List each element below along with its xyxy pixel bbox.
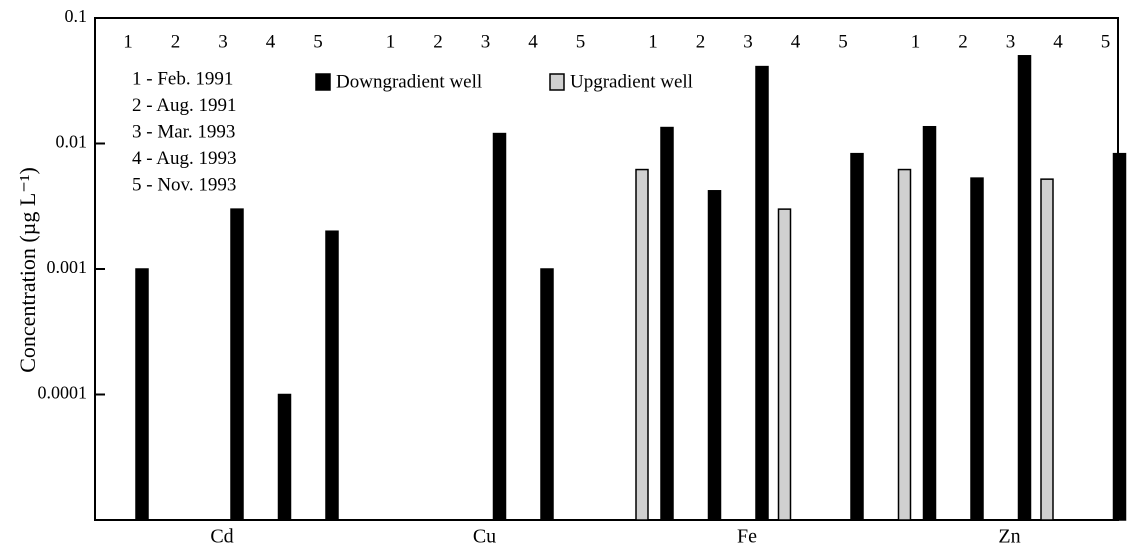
y-tick-label: 0.001: [47, 257, 88, 277]
date-label: 5: [838, 31, 848, 52]
bar: [922, 125, 937, 521]
y-tick-label: 0.01: [56, 132, 88, 152]
bar: [635, 168, 649, 521]
x-tick-label: Fe: [737, 526, 757, 548]
date-label: 1: [123, 31, 133, 52]
date-label: 1: [911, 31, 921, 52]
bar: [277, 393, 292, 521]
legend-swatch: [315, 73, 331, 91]
bar: [1017, 55, 1032, 521]
legend-label: Upgradient well: [570, 71, 693, 92]
bar: [755, 65, 769, 521]
bar: [1112, 152, 1127, 521]
date-label: 3: [1006, 31, 1016, 52]
date-label: 1: [386, 31, 396, 52]
bar: [707, 190, 722, 521]
date-label: 2: [171, 31, 181, 52]
annotation: 1 - Feb. 1991: [132, 68, 233, 89]
bar: [325, 230, 339, 521]
legend-label: Downgradient well: [336, 71, 482, 92]
bar: [540, 268, 554, 521]
date-label: 5: [1101, 31, 1111, 52]
bar: [135, 268, 149, 521]
date-label: 5: [576, 31, 586, 52]
date-label: 4: [266, 31, 276, 52]
date-label: 3: [743, 31, 753, 52]
bar: [777, 208, 792, 521]
date-label: 1: [648, 31, 658, 52]
date-label: 4: [528, 31, 538, 52]
date-label: 4: [791, 31, 801, 52]
bar: [850, 152, 864, 521]
x-tick-label: Cd: [210, 526, 233, 548]
y-axis-label: Concentration (µg L⁻¹): [15, 167, 40, 373]
x-tick-label: Cu: [473, 526, 496, 548]
bar: [660, 126, 674, 521]
y-tick-label: 0.1: [65, 6, 88, 26]
annotation: 5 - Nov. 1993: [132, 174, 236, 195]
bar: [970, 177, 984, 521]
date-label: 3: [481, 31, 491, 52]
plot-frame: [94, 17, 1119, 521]
date-label: 3: [218, 31, 228, 52]
bar: [1040, 178, 1054, 521]
x-tick-label: Zn: [998, 526, 1020, 548]
annotation: 4 - Aug. 1993: [132, 148, 237, 169]
annotation: 3 - Mar. 1993: [132, 121, 235, 142]
date-label: 4: [1053, 31, 1063, 52]
bar: [492, 132, 507, 521]
y-tick-label: 0.0001: [38, 383, 88, 403]
bar: [897, 168, 912, 521]
date-label: 2: [433, 31, 443, 52]
annotation: 2 - Aug. 1991: [132, 95, 237, 116]
bar: [230, 208, 244, 521]
date-label: 5: [313, 31, 323, 52]
legend-swatch: [549, 73, 565, 91]
date-label: 2: [958, 31, 968, 52]
date-label: 2: [696, 31, 706, 52]
